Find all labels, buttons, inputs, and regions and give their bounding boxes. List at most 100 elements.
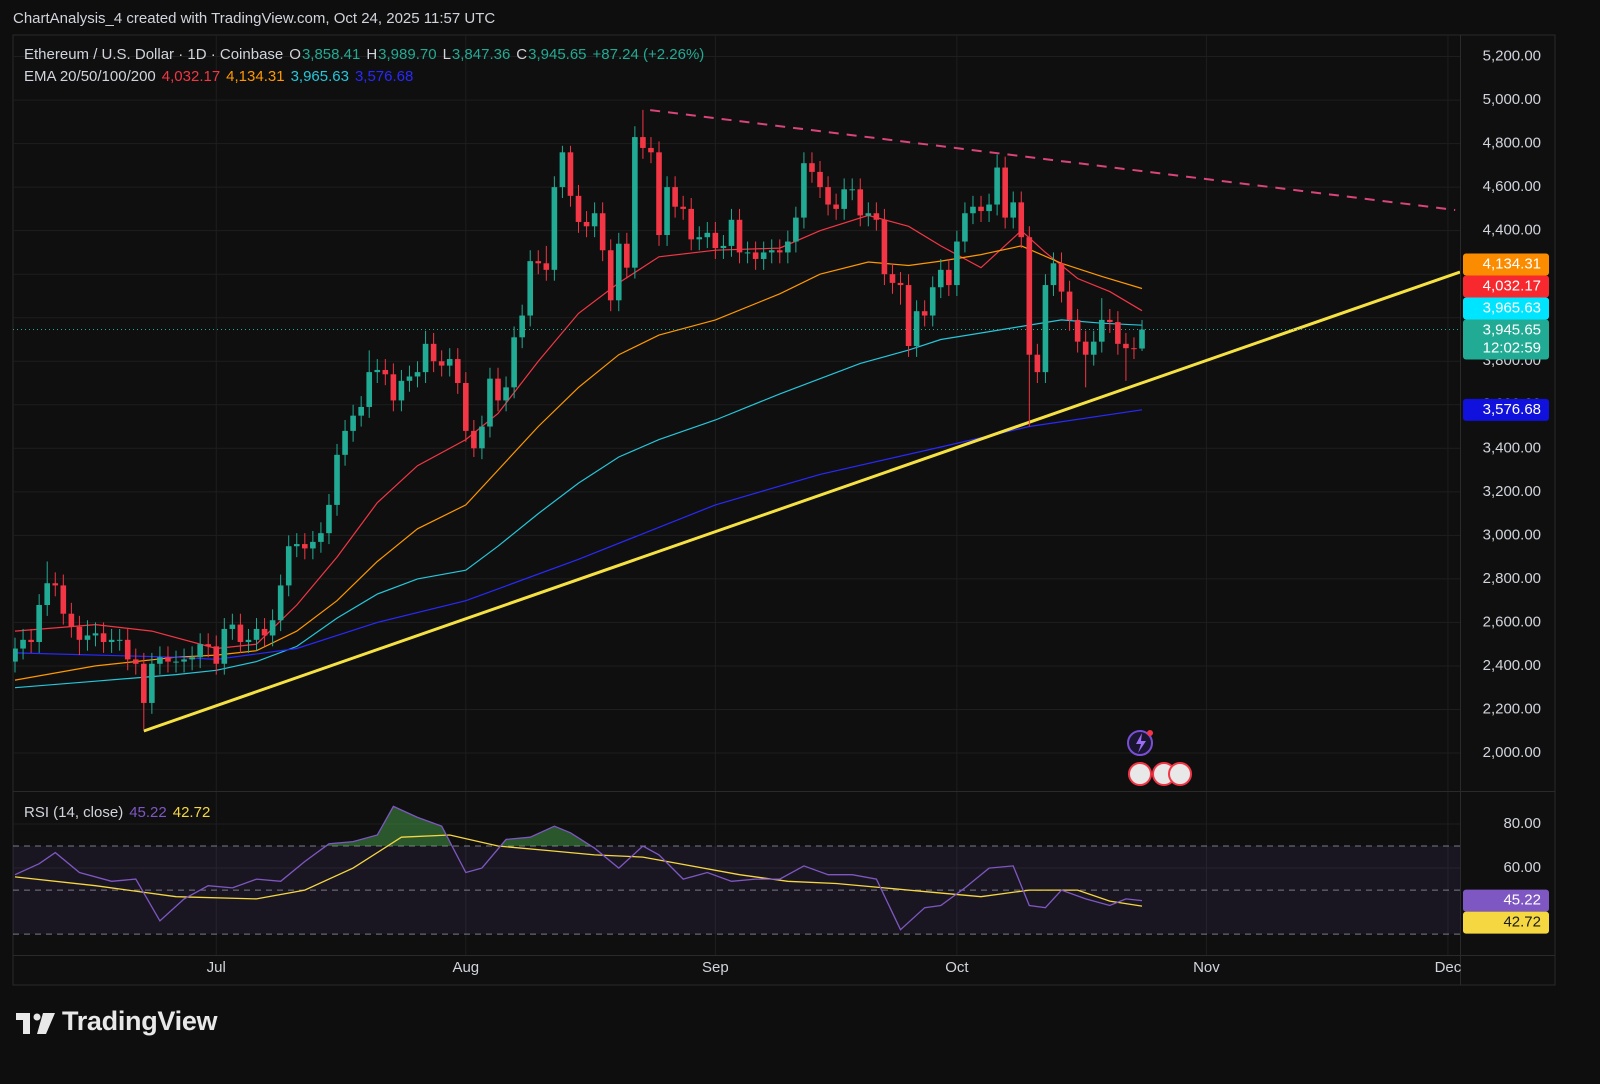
candle-body — [446, 359, 453, 366]
axis-badge-label: 45.22 — [1503, 892, 1541, 909]
candle-body — [157, 657, 163, 664]
candle-body — [20, 639, 26, 649]
candle-body — [430, 343, 437, 362]
candle-body — [221, 628, 228, 664]
candle-body — [575, 195, 582, 222]
candle-body — [809, 163, 815, 172]
y-tick-label: 5,200.00 — [1483, 48, 1541, 65]
candle-body — [1115, 322, 1121, 344]
candle-body — [551, 187, 558, 270]
candle-body — [1082, 341, 1089, 355]
rsi-value: 45.22 — [129, 804, 167, 821]
candle-body — [817, 171, 823, 188]
candle-body — [527, 261, 534, 316]
ema-line — [14, 245, 1143, 681]
candle-body — [905, 285, 912, 347]
candle-body — [197, 644, 203, 658]
candle-body — [921, 311, 928, 316]
candle-body — [269, 620, 276, 636]
y-tick-label: 60.00 — [1503, 859, 1541, 876]
candle-body — [454, 359, 461, 384]
candle-body — [744, 252, 751, 254]
candle-body — [1042, 285, 1049, 373]
candle-body — [84, 635, 91, 640]
ohlc-value: 3,945.65 — [528, 46, 587, 63]
candle-body — [342, 430, 348, 455]
candle-body — [929, 287, 936, 316]
axis-badge — [1463, 889, 1549, 912]
candle-body — [680, 206, 686, 209]
rsi-line — [14, 805, 1143, 931]
candle-body — [406, 376, 413, 381]
y-tick-label: 2,800.00 — [1483, 570, 1541, 587]
candle-body — [438, 361, 445, 366]
candle-body — [849, 189, 856, 191]
candle-body — [13, 648, 18, 662]
candle-body — [390, 374, 397, 401]
candle-body — [704, 232, 711, 238]
candle-body — [913, 311, 920, 347]
candle-body — [1090, 341, 1097, 355]
candle-body — [213, 646, 220, 664]
y-tick-label: 2,200.00 — [1483, 700, 1541, 717]
rsi-legend: RSI (14, close) 45.22 42.72 — [24, 804, 216, 821]
ohlc-change: +87.24 (+2.26%) — [592, 46, 705, 63]
candle-body — [632, 137, 638, 268]
axis-badge-label: 4,032.17 — [1483, 278, 1541, 295]
candle-body — [978, 206, 984, 212]
ohlc-key: H — [366, 46, 378, 63]
candle-body — [382, 369, 389, 375]
candle-body — [865, 213, 872, 216]
axis-badge — [1463, 253, 1549, 276]
rsi-title: RSI (14, close) — [24, 804, 124, 821]
x-tick-label: Dec — [1435, 959, 1462, 976]
logo-part — [37, 1013, 55, 1034]
chart-frame — [12, 34, 1556, 986]
ema-line — [14, 409, 1143, 661]
candle-body — [1131, 348, 1137, 350]
grid — [13, 35, 1460, 955]
ema-title: EMA 20/50/100/200 — [24, 68, 156, 85]
candle-body — [471, 430, 477, 449]
candle-body — [1034, 354, 1041, 373]
rsi-line — [14, 834, 1143, 907]
candle-body — [559, 152, 566, 188]
candle-body — [60, 585, 67, 614]
axis-badge-label: 12:02:59 — [1483, 340, 1541, 357]
candle-body — [261, 628, 268, 636]
y-tick-label: 2,000.00 — [1483, 744, 1541, 761]
y-tick-label: 3,200.00 — [1483, 483, 1541, 500]
candle-body — [519, 315, 525, 338]
candle-body — [672, 187, 678, 207]
candle-body — [1026, 237, 1033, 355]
ema-value: 3,965.63 — [290, 68, 349, 85]
candle-body — [785, 241, 791, 253]
candle-body — [1058, 263, 1065, 292]
candle-body — [310, 541, 316, 549]
candle-body — [768, 250, 775, 253]
candle-body — [889, 274, 896, 283]
candle-body — [76, 626, 83, 640]
axis-badge — [1463, 275, 1549, 298]
candle-body — [881, 219, 888, 275]
candle-body — [793, 217, 799, 242]
y-tick-label: 4,400.00 — [1483, 222, 1541, 239]
candle-body — [44, 583, 51, 606]
candle-body — [350, 415, 356, 431]
candle-body — [615, 243, 622, 301]
candle-body — [100, 633, 107, 643]
x-tick-label: Oct — [945, 959, 969, 976]
candle-body — [374, 369, 381, 373]
candle-body — [495, 378, 501, 401]
candle-body — [1098, 319, 1105, 342]
candle-body — [285, 546, 292, 586]
candle-body — [237, 624, 244, 643]
candle-body — [567, 152, 574, 196]
candle-body — [229, 624, 236, 629]
candle-body — [1002, 167, 1008, 218]
candle-body — [463, 383, 469, 431]
axis-badge-label: 3,965.63 — [1483, 300, 1541, 317]
candle-body — [326, 504, 332, 534]
event-dot — [1147, 730, 1153, 736]
